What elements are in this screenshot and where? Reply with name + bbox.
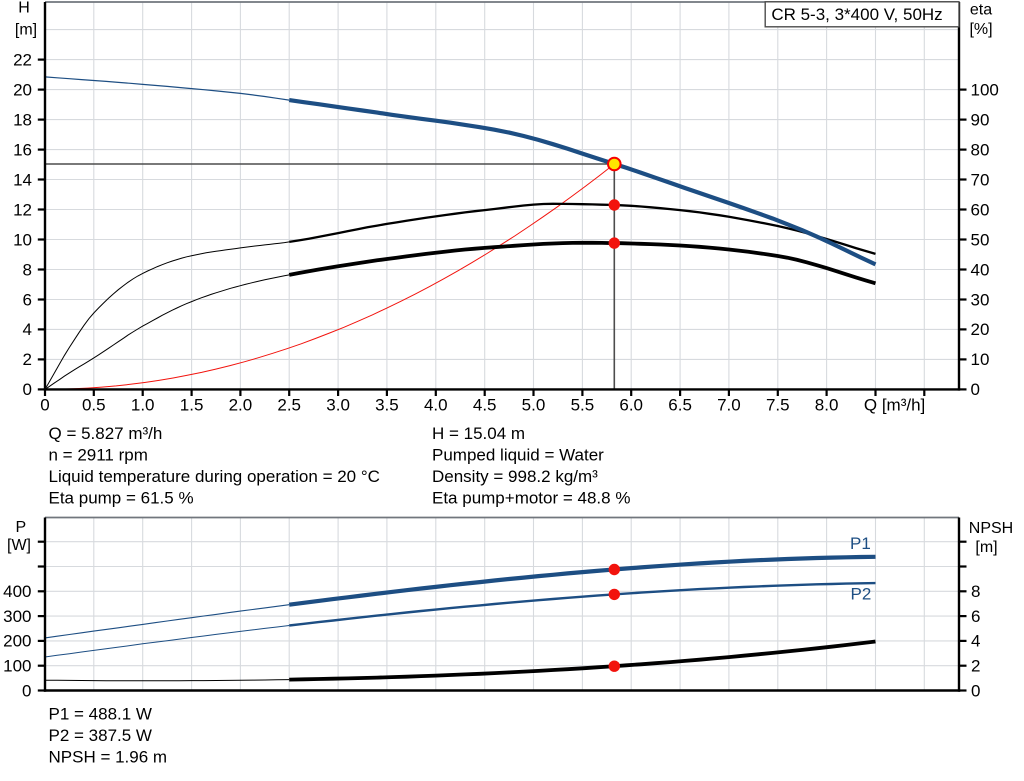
svg-text:eta: eta (970, 2, 992, 19)
svg-text:2.5: 2.5 (277, 395, 301, 414)
svg-text:[m]: [m] (15, 22, 37, 39)
svg-text:H: H (18, 0, 30, 17)
svg-text:Pumped liquid = Water: Pumped liquid = Water (432, 445, 604, 464)
svg-text:20: 20 (13, 80, 32, 99)
svg-text:Q = 5.827 m³/h: Q = 5.827 m³/h (49, 424, 163, 443)
svg-text:2.0: 2.0 (229, 395, 253, 414)
svg-text:P1 = 488.1 W: P1 = 488.1 W (49, 704, 152, 723)
svg-text:4.0: 4.0 (424, 395, 448, 414)
svg-text:2: 2 (971, 657, 980, 676)
svg-text:Eta pump+motor = 48.8 %: Eta pump+motor = 48.8 % (432, 488, 630, 507)
svg-text:P: P (15, 519, 26, 536)
svg-text:90: 90 (971, 110, 990, 129)
svg-text:14: 14 (13, 170, 32, 189)
svg-text:NPSH = 1.96 m: NPSH = 1.96 m (49, 747, 168, 766)
svg-text:10: 10 (971, 350, 990, 369)
svg-text:0: 0 (22, 681, 31, 700)
svg-text:22: 22 (13, 50, 32, 69)
svg-text:400: 400 (3, 582, 31, 601)
svg-text:[W]: [W] (7, 537, 31, 554)
svg-text:[m]: [m] (975, 539, 997, 556)
svg-text:0: 0 (971, 380, 980, 399)
svg-text:40: 40 (971, 260, 990, 279)
svg-text:100: 100 (971, 80, 999, 99)
svg-text:6: 6 (23, 290, 32, 309)
svg-text:Liquid temperature during oper: Liquid temperature during operation = 20… (49, 467, 380, 486)
svg-text:P2 = 387.5 W: P2 = 387.5 W (49, 726, 152, 745)
svg-text:P2: P2 (851, 585, 872, 604)
svg-text:3.0: 3.0 (326, 395, 350, 414)
svg-text:0.5: 0.5 (82, 395, 106, 414)
svg-text:5.0: 5.0 (522, 395, 546, 414)
svg-text:NPSH: NPSH (969, 520, 1013, 537)
svg-text:50: 50 (971, 230, 990, 249)
svg-text:Density = 998.2 kg/m³: Density = 998.2 kg/m³ (432, 467, 598, 486)
svg-text:6.0: 6.0 (619, 395, 643, 414)
svg-text:100: 100 (3, 657, 31, 676)
svg-text:4: 4 (23, 320, 32, 339)
svg-text:4: 4 (971, 632, 980, 651)
svg-text:12: 12 (13, 200, 32, 219)
svg-text:2: 2 (23, 350, 32, 369)
svg-text:1.0: 1.0 (131, 395, 155, 414)
svg-text:[%]: [%] (969, 21, 992, 38)
svg-text:8.0: 8.0 (815, 395, 839, 414)
svg-text:8: 8 (23, 260, 32, 279)
svg-text:60: 60 (971, 200, 990, 219)
svg-text:n = 2911 rpm: n = 2911 rpm (49, 445, 148, 464)
svg-text:80: 80 (971, 140, 990, 159)
svg-text:0: 0 (971, 681, 980, 700)
svg-text:6.5: 6.5 (668, 395, 692, 414)
svg-text:P1: P1 (850, 534, 871, 553)
svg-text:5.5: 5.5 (571, 395, 595, 414)
svg-text:0: 0 (40, 395, 49, 414)
svg-text:6: 6 (971, 607, 980, 626)
svg-text:30: 30 (971, 290, 990, 309)
svg-text:1.5: 1.5 (180, 395, 204, 414)
svg-text:Eta pump = 61.5 %: Eta pump = 61.5 % (49, 488, 194, 507)
svg-text:10: 10 (13, 230, 32, 249)
svg-text:Q [m³/h]: Q [m³/h] (864, 395, 925, 414)
svg-text:70: 70 (971, 170, 990, 189)
svg-text:7.0: 7.0 (717, 395, 741, 414)
svg-text:7.5: 7.5 (766, 395, 790, 414)
svg-text:16: 16 (13, 140, 32, 159)
svg-text:4.5: 4.5 (473, 395, 497, 414)
svg-text:300: 300 (3, 607, 31, 626)
svg-text:H = 15.04 m: H = 15.04 m (432, 424, 525, 443)
svg-text:18: 18 (13, 110, 32, 129)
svg-text:8: 8 (971, 582, 980, 601)
svg-text:0: 0 (23, 380, 32, 399)
svg-text:3.5: 3.5 (375, 395, 399, 414)
svg-text:CR 5-3, 3*400 V, 50Hz: CR 5-3, 3*400 V, 50Hz (771, 5, 942, 24)
svg-text:200: 200 (3, 632, 31, 651)
svg-text:20: 20 (971, 320, 990, 339)
